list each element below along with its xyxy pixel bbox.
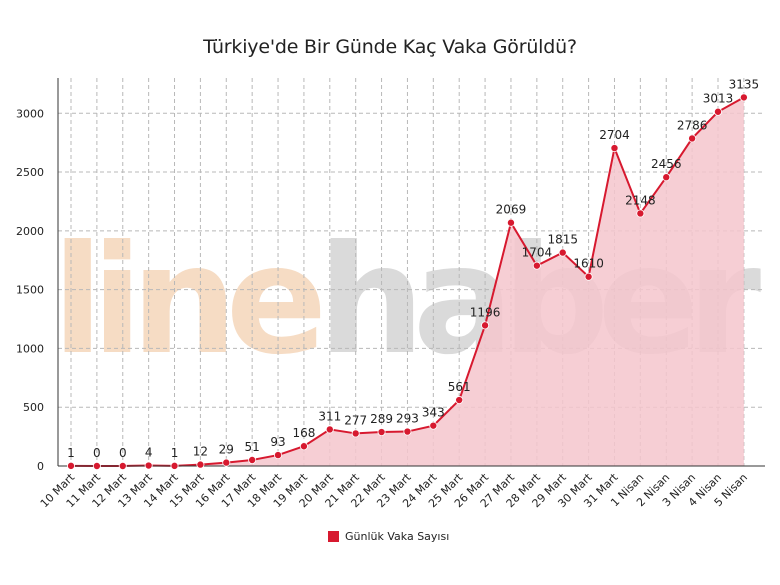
data-label: 12 — [193, 445, 208, 459]
y-tick-label: 500 — [23, 401, 44, 414]
data-point — [688, 134, 697, 143]
data-point — [739, 93, 748, 102]
data-point — [455, 396, 464, 405]
watermark-text-line: line — [52, 214, 321, 388]
data-label: 1610 — [573, 257, 604, 271]
area-fill — [71, 97, 744, 467]
data-label: 1 — [171, 446, 179, 460]
chart-title: Türkiye'de Bir Günde Kaç Vaka Görüldü? — [203, 36, 577, 58]
data-point — [584, 272, 593, 281]
data-label: 2148 — [625, 193, 656, 207]
y-tick-label: 2500 — [16, 166, 44, 179]
data-points — [67, 93, 748, 470]
legend-swatch — [328, 531, 339, 542]
data-point — [532, 261, 541, 270]
data-point — [351, 429, 360, 438]
data-label: 561 — [448, 380, 471, 394]
data-label: 51 — [245, 440, 260, 454]
data-point — [222, 458, 231, 467]
data-point — [196, 460, 205, 469]
data-label: 2786 — [677, 118, 708, 132]
data-point — [67, 461, 76, 470]
data-label: 29 — [219, 443, 234, 457]
data-point — [299, 442, 308, 451]
data-point — [118, 461, 127, 470]
data-point — [92, 461, 101, 470]
data-point — [144, 461, 153, 470]
legend-label: Günlük Vaka Sayısı — [345, 530, 450, 543]
data-label: 1704 — [522, 246, 553, 260]
data-point — [481, 321, 490, 330]
data-label: 3013 — [703, 92, 734, 106]
data-point — [429, 421, 438, 430]
data-point — [274, 451, 283, 460]
y-tick-label: 1000 — [16, 342, 44, 355]
data-label: 1196 — [470, 305, 501, 319]
data-label: 1 — [67, 446, 75, 460]
data-label: 293 — [396, 412, 419, 426]
data-point — [610, 144, 619, 153]
data-point — [662, 173, 671, 182]
legend: Günlük Vaka Sayısı — [328, 530, 449, 543]
y-tick-label: 0 — [37, 460, 44, 473]
data-label: 2456 — [651, 157, 682, 171]
data-point — [403, 427, 412, 436]
data-label: 3135 — [729, 77, 760, 91]
data-label: 289 — [370, 412, 393, 426]
data-label: 311 — [318, 409, 341, 423]
data-point — [170, 461, 179, 470]
y-tick-label: 3000 — [16, 107, 44, 120]
data-label: 2069 — [496, 203, 527, 217]
data-point — [377, 428, 386, 437]
data-label: 277 — [344, 413, 367, 427]
data-label: 343 — [422, 406, 445, 420]
data-point — [248, 456, 257, 465]
data-point — [325, 425, 334, 434]
data-point — [714, 107, 723, 116]
data-label: 0 — [119, 446, 127, 460]
y-tick-label: 1500 — [16, 284, 44, 297]
y-axis-ticks: 0 500 1000 1500 2000 2500 3000 — [16, 107, 44, 473]
data-point — [636, 209, 645, 218]
y-tick-label: 2000 — [16, 225, 44, 238]
data-label: 4 — [145, 446, 153, 460]
data-point — [506, 218, 515, 227]
data-label: 0 — [93, 446, 101, 460]
data-label: 2704 — [599, 128, 630, 142]
data-label: 93 — [270, 435, 285, 449]
data-label: 1815 — [547, 233, 578, 247]
data-point — [558, 248, 567, 257]
data-label: 168 — [292, 426, 315, 440]
